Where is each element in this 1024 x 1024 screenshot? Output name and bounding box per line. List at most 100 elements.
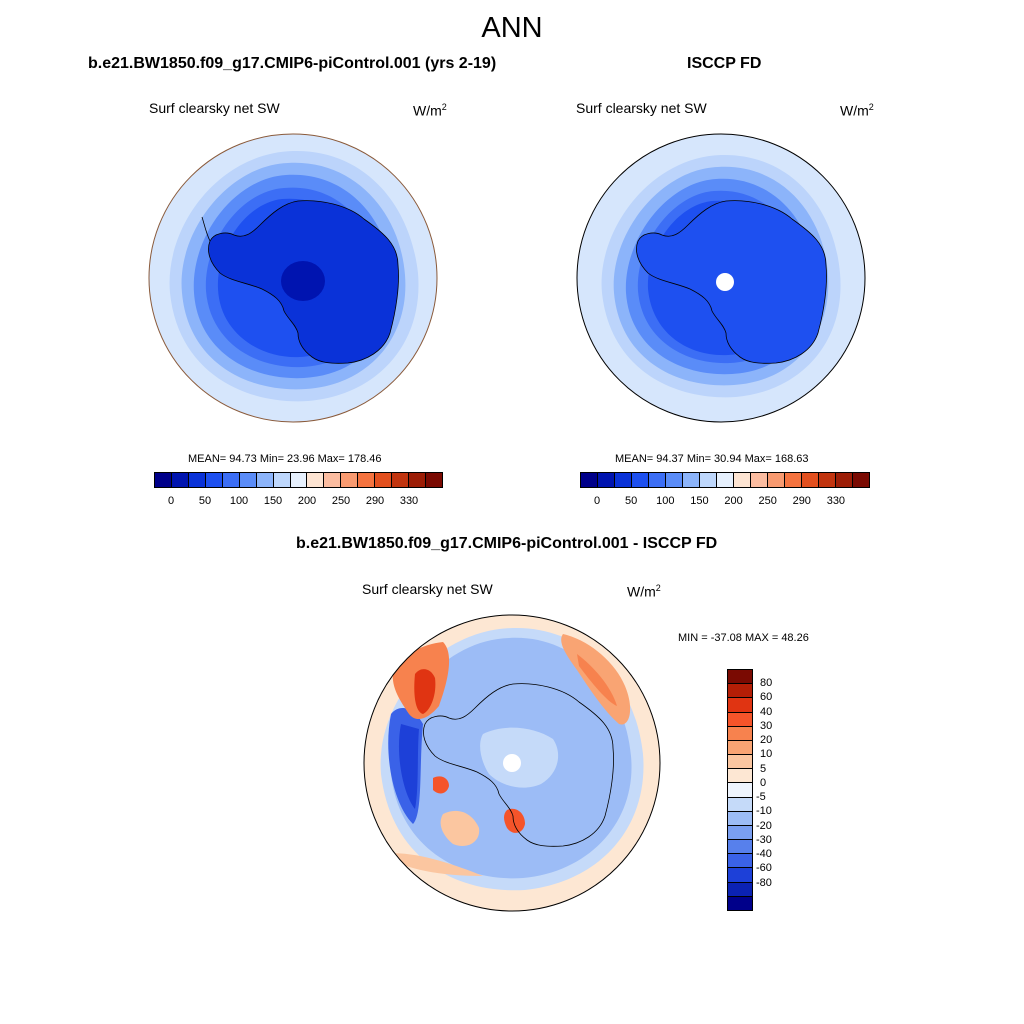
colorbar-box: [581, 473, 598, 487]
obs-colorbar-labels: 0 50 100 150 200 250 290 330: [580, 495, 870, 509]
model-colorbar: [154, 472, 443, 488]
diff-variable-label: Surf clearsky net SW: [362, 581, 493, 597]
colorbar-box: [324, 473, 342, 487]
colorbar-box: [728, 896, 752, 910]
colorbar-box: [409, 473, 426, 487]
colorbar-box: [649, 473, 666, 487]
colorbar-tick-label: -20: [756, 819, 772, 832]
colorbar-tick-label: 0: [167, 495, 175, 507]
colorbar-tick-label: 20: [760, 734, 773, 747]
colorbar-tick-label: 200: [297, 495, 317, 507]
obs-polar-map: [576, 133, 866, 423]
colorbar-box: [717, 473, 734, 487]
colorbar-box: [768, 473, 785, 487]
colorbar-tick-label: 150: [690, 495, 709, 507]
colorbar-box: [392, 473, 410, 487]
colorbar-box: [632, 473, 649, 487]
colorbar-tick-label: 50: [625, 495, 638, 507]
diff-polar-map: [363, 614, 661, 912]
diff-units: W/m2: [627, 583, 661, 600]
colorbar-box: [785, 473, 802, 487]
colorbar-box: [728, 868, 752, 883]
obs-colorbar: [580, 472, 870, 488]
diff-stats: MIN = -37.08 MAX = 48.26: [678, 632, 809, 644]
colorbar-box: [683, 473, 700, 487]
colorbar-box: [728, 769, 752, 784]
colorbar-tick-label: 10: [760, 748, 773, 761]
colorbar-tick-label: 250: [331, 495, 351, 507]
colorbar-tick-label: 330: [826, 495, 846, 507]
colorbar-box: [728, 712, 752, 727]
colorbar-tick-label: -40: [756, 848, 772, 861]
colorbar-box: [728, 684, 752, 699]
colorbar-tick-label: -30: [756, 833, 772, 846]
model-variable-label: Surf clearsky net SW: [149, 100, 280, 116]
colorbar-box: [155, 473, 172, 487]
colorbar-box: [700, 473, 717, 487]
diff-colorbar: [727, 669, 753, 911]
colorbar-tick-label: 290: [792, 495, 811, 507]
colorbar-tick-label: 100: [656, 495, 675, 507]
colorbar-tick-label: -10: [756, 805, 772, 818]
colorbar-box: [728, 797, 752, 812]
colorbar-tick-label: 50: [198, 495, 212, 507]
colorbar-box: [728, 882, 752, 897]
colorbar-box: [256, 473, 274, 487]
colorbar-box: [728, 840, 752, 855]
colorbar-tick-label: 330: [399, 495, 419, 507]
colorbar-box: [171, 473, 189, 487]
colorbar-box: [728, 755, 752, 770]
colorbar-box: [290, 473, 308, 487]
colorbar-tick-label: 0: [760, 776, 767, 789]
figure-title: ANN: [481, 12, 543, 44]
model-colorbar-labels: 0 50 100 150 200 250 290 330: [154, 495, 443, 509]
model-panel-title: b.e21.BW1850.f09_g17.CMIP6-piControl.001…: [88, 55, 497, 72]
colorbar-box: [341, 473, 359, 487]
colorbar-tick-label: 250: [758, 495, 777, 507]
colorbar-box: [239, 473, 257, 487]
colorbar-box: [751, 473, 768, 487]
colorbar-tick-label: 150: [263, 495, 283, 507]
colorbar-box: [307, 473, 325, 487]
colorbar-box: [836, 473, 853, 487]
colorbar-tick-label: 60: [760, 691, 773, 704]
colorbar-tick-label: -5: [756, 791, 766, 804]
diff-panel-title: b.e21.BW1850.f09_g17.CMIP6-piControl.001…: [296, 535, 718, 552]
model-polar-map: [148, 133, 438, 423]
colorbar-box: [728, 811, 752, 826]
obs-panel-title: ISCCP FD: [687, 55, 762, 72]
colorbar-tick-label: 5: [760, 762, 767, 775]
colorbar-tick-label: 290: [365, 495, 385, 507]
colorbar-box: [728, 670, 752, 685]
diff-colorbar-labels: 80 60 40 30 20 10 5 0 -5 -10 -20 -30 -40 -60 -80: [756, 669, 800, 911]
colorbar-tick-label: 0: [593, 495, 601, 507]
colorbar-box: [802, 473, 819, 487]
colorbar-box: [819, 473, 836, 487]
colorbar-tick-label: 40: [760, 705, 773, 718]
colorbar-tick-label: 100: [229, 495, 249, 507]
colorbar-box: [426, 473, 442, 487]
obs-stats: MEAN= 94.37 Min= 30.94 Max= 168.63: [615, 453, 809, 465]
colorbar-box: [273, 473, 291, 487]
colorbar-box: [728, 726, 752, 741]
colorbar-box: [734, 473, 751, 487]
colorbar-box: [666, 473, 683, 487]
colorbar-box: [375, 473, 393, 487]
model-units: W/m2: [413, 102, 447, 119]
colorbar-box: [728, 854, 752, 869]
colorbar-tick-label: -80: [756, 876, 772, 889]
model-stats: MEAN= 94.73 Min= 23.96 Max= 178.46: [188, 453, 382, 465]
colorbar-box: [728, 783, 752, 798]
obs-units: W/m2: [840, 102, 874, 119]
colorbar-box: [853, 473, 869, 487]
colorbar-box: [222, 473, 240, 487]
colorbar-box: [615, 473, 632, 487]
colorbar-box: [358, 473, 376, 487]
colorbar-box: [728, 740, 752, 756]
colorbar-tick-label: 30: [760, 719, 773, 732]
obs-variable-label: Surf clearsky net SW: [576, 100, 707, 116]
colorbar-tick-label: -60: [756, 862, 772, 875]
colorbar-tick-label: 200: [724, 495, 743, 507]
colorbar-tick-label: 80: [760, 677, 773, 690]
colorbar-box: [205, 473, 223, 487]
